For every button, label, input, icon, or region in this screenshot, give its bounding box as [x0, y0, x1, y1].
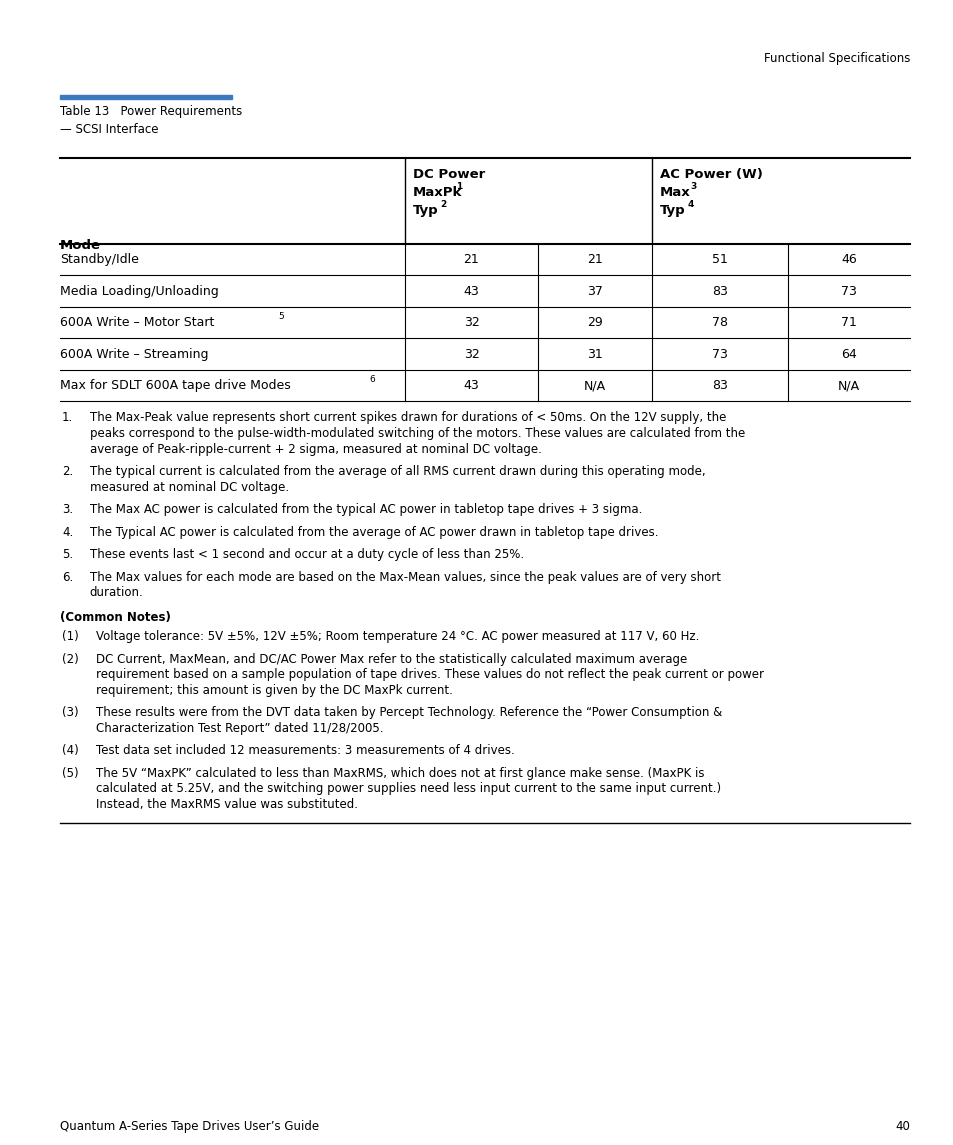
Text: Media Loading/Unloading: Media Loading/Unloading [60, 285, 218, 298]
Text: 73: 73 [841, 285, 856, 298]
Text: measured at nominal DC voltage.: measured at nominal DC voltage. [90, 481, 289, 493]
Text: 6: 6 [369, 376, 375, 385]
Text: The Typical AC power is calculated from the average of AC power drawn in tableto: The Typical AC power is calculated from … [90, 526, 658, 538]
Text: These events last < 1 second and occur at a duty cycle of less than 25%.: These events last < 1 second and occur a… [90, 548, 523, 561]
Text: 29: 29 [586, 316, 602, 330]
Text: 6.: 6. [62, 570, 73, 584]
Text: (4): (4) [62, 744, 79, 757]
Text: 43: 43 [463, 379, 478, 393]
Text: 21: 21 [586, 253, 602, 267]
Text: calculated at 5.25V, and the switching power supplies need less input current to: calculated at 5.25V, and the switching p… [95, 782, 720, 795]
Text: duration.: duration. [90, 586, 143, 599]
Text: The typical current is calculated from the average of all RMS current drawn duri: The typical current is calculated from t… [90, 465, 704, 477]
Text: — SCSI Interface: — SCSI Interface [60, 123, 158, 136]
Text: 32: 32 [463, 316, 478, 330]
Text: Quantum A-Series Tape Drives User’s Guide: Quantum A-Series Tape Drives User’s Guid… [60, 1120, 319, 1134]
Text: Max: Max [659, 185, 690, 199]
Text: The Max-Peak value represents short current spikes drawn for durations of < 50ms: The Max-Peak value represents short curr… [90, 411, 725, 425]
Text: 1: 1 [456, 182, 462, 191]
Text: 43: 43 [463, 285, 478, 298]
Text: 73: 73 [711, 348, 727, 361]
Text: Mode: Mode [60, 239, 101, 252]
Text: DC Power: DC Power [413, 168, 485, 181]
Text: Characterization Test Report” dated 11/28/2005.: Characterization Test Report” dated 11/2… [95, 721, 382, 734]
Text: Voltage tolerance: 5V ±5%, 12V ±5%; Room temperature 24 °C. AC power measured at: Voltage tolerance: 5V ±5%, 12V ±5%; Room… [95, 630, 699, 643]
Text: N/A: N/A [583, 379, 605, 393]
Text: 4: 4 [687, 200, 693, 210]
Text: Max for SDLT 600A tape drive Modes: Max for SDLT 600A tape drive Modes [60, 379, 291, 393]
Text: 83: 83 [711, 379, 727, 393]
Text: 40: 40 [894, 1120, 909, 1134]
Text: Typ: Typ [659, 204, 685, 218]
Text: average of Peak-ripple-current + 2 sigma, measured at nominal DC voltage.: average of Peak-ripple-current + 2 sigma… [90, 442, 540, 456]
Text: 3: 3 [690, 182, 696, 191]
Text: 78: 78 [711, 316, 727, 330]
Text: 5.: 5. [62, 548, 73, 561]
Text: Instead, the MaxRMS value was substituted.: Instead, the MaxRMS value was substitute… [95, 798, 357, 811]
Text: 31: 31 [586, 348, 602, 361]
Text: 64: 64 [841, 348, 856, 361]
Text: 37: 37 [586, 285, 602, 298]
Text: Test data set included 12 measurements: 3 measurements of 4 drives.: Test data set included 12 measurements: … [95, 744, 514, 757]
Text: requirement based on a sample population of tape drives. These values do not ref: requirement based on a sample population… [95, 668, 762, 681]
Text: 1.: 1. [62, 411, 73, 425]
Text: Typ: Typ [413, 204, 438, 218]
Text: The 5V “MaxPK” calculated to less than MaxRMS, which does not at first glance ma: The 5V “MaxPK” calculated to less than M… [95, 766, 703, 780]
Text: 2: 2 [440, 200, 446, 210]
Text: AC Power (W): AC Power (W) [659, 168, 762, 181]
Text: (Common Notes): (Common Notes) [60, 610, 171, 624]
Text: 5: 5 [278, 313, 284, 322]
Text: 71: 71 [841, 316, 856, 330]
Text: 46: 46 [841, 253, 856, 267]
Text: requirement; this amount is given by the DC MaxPk current.: requirement; this amount is given by the… [95, 684, 452, 696]
Text: 4.: 4. [62, 526, 73, 538]
Text: peaks correspond to the pulse-width-modulated switching of the motors. These val: peaks correspond to the pulse-width-modu… [90, 427, 744, 440]
Bar [60, 95, 232, 98]
Text: (1): (1) [62, 630, 79, 643]
Text: The Max values for each mode are based on the Max-Mean values, since the peak va: The Max values for each mode are based o… [90, 570, 720, 584]
Text: MaxPk: MaxPk [413, 185, 462, 199]
Text: 3.: 3. [62, 503, 73, 516]
Text: Table 13   Power Requirements: Table 13 Power Requirements [60, 105, 242, 118]
Text: 51: 51 [711, 253, 727, 267]
Text: (5): (5) [62, 766, 78, 780]
Text: (3): (3) [62, 706, 78, 719]
Text: 32: 32 [463, 348, 478, 361]
Text: N/A: N/A [837, 379, 860, 393]
Text: (2): (2) [62, 653, 79, 665]
Text: Standby/Idle: Standby/Idle [60, 253, 139, 267]
Text: 21: 21 [463, 253, 478, 267]
Text: 600A Write – Streaming: 600A Write – Streaming [60, 348, 209, 361]
Text: 83: 83 [711, 285, 727, 298]
Text: 2.: 2. [62, 465, 73, 477]
Text: DC Current, MaxMean, and DC/AC Power Max refer to the statistically calculated m: DC Current, MaxMean, and DC/AC Power Max… [95, 653, 686, 665]
Text: Functional Specifications: Functional Specifications [762, 52, 909, 65]
Text: 600A Write – Motor Start: 600A Write – Motor Start [60, 316, 214, 330]
Text: The Max AC power is calculated from the typical AC power in tabletop tape drives: The Max AC power is calculated from the … [90, 503, 641, 516]
Text: These results were from the DVT data taken by Percept Technology. Reference the : These results were from the DVT data tak… [95, 706, 721, 719]
